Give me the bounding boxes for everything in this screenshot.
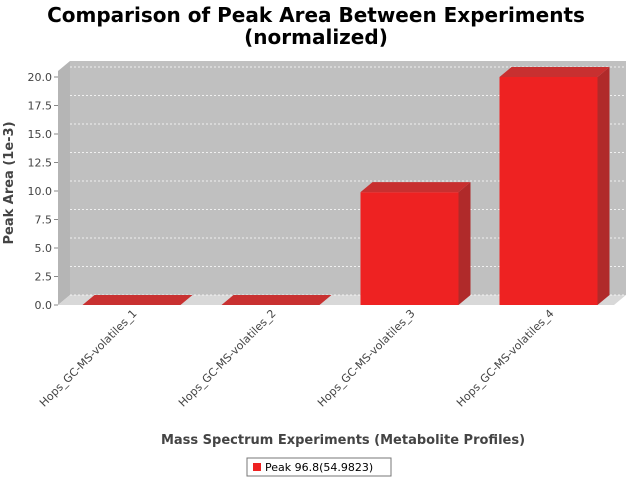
legend-box bbox=[246, 457, 392, 477]
chart-subtitle: (normalized) bbox=[244, 25, 388, 49]
bar-front bbox=[360, 192, 459, 305]
bar-side bbox=[458, 182, 471, 305]
y-tick-label: 17.5 bbox=[28, 100, 53, 113]
plot-side-wall bbox=[58, 61, 70, 305]
plot-back-wall bbox=[70, 61, 626, 295]
y-tick-label: 10.0 bbox=[28, 185, 53, 198]
x-tick-label: Hops_GC-MS-volatiles_1 bbox=[37, 307, 140, 410]
bar-top bbox=[499, 67, 610, 77]
bar bbox=[221, 295, 332, 305]
y-tick-label: 20.0 bbox=[28, 71, 53, 84]
bar bbox=[82, 295, 193, 305]
bar bbox=[360, 182, 471, 305]
bars bbox=[82, 67, 610, 305]
legend-swatch bbox=[253, 463, 261, 471]
x-axis-label: Mass Spectrum Experiments (Metabolite Pr… bbox=[161, 433, 525, 448]
legend-label: Peak 96.8(54.9823) bbox=[265, 461, 373, 474]
x-axis-ticks: Hops_GC-MS-volatiles_1 Hops_GC-MS-volatil… bbox=[37, 307, 557, 410]
bar-top bbox=[360, 182, 471, 193]
y-tick-label: 0.0 bbox=[35, 299, 53, 312]
y-axis-label: Peak Area (1e-3) bbox=[2, 121, 17, 244]
y-tick-label: 7.5 bbox=[35, 214, 53, 227]
bar bbox=[499, 67, 610, 305]
bar-front bbox=[499, 77, 598, 305]
y-tick-label: 5.0 bbox=[35, 242, 53, 255]
bar-top bbox=[221, 295, 332, 305]
bar-side bbox=[597, 67, 610, 305]
bar-top bbox=[82, 295, 193, 305]
x-tick-label: Hops_GC-MS-volatiles_2 bbox=[176, 307, 279, 410]
y-axis-ticks: 0.0 2.5 5.0 7.5 10.0 12.5 15.0 17.5 20.0 bbox=[28, 71, 58, 312]
legend: Peak 96.8(54.9823) bbox=[246, 457, 392, 477]
chart-title: Comparison of Peak Area Between Experime… bbox=[47, 3, 585, 27]
y-tick-label: 12.5 bbox=[28, 157, 53, 170]
x-tick-label: Hops_GC-MS-volatiles_4 bbox=[454, 307, 557, 410]
y-tick-label: 2.5 bbox=[35, 271, 53, 284]
x-tick-label: Hops_GC-MS-volatiles_3 bbox=[315, 307, 418, 410]
plot-floor bbox=[58, 295, 626, 305]
y-tick-label: 15.0 bbox=[28, 128, 53, 141]
